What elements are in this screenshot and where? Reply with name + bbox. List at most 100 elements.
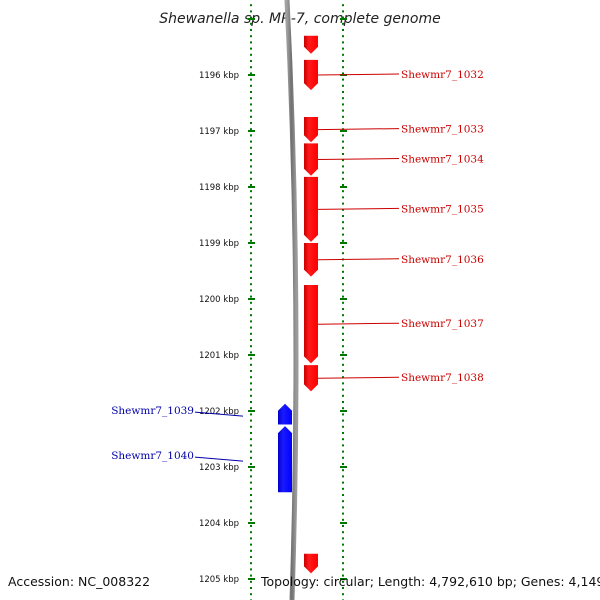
left-ruler-tick — [248, 74, 255, 76]
right-ruler-dot — [342, 363, 344, 366]
right-ruler-dot — [342, 202, 344, 205]
right-ruler-tick — [340, 186, 347, 188]
gene-label-shewmr7_1036[interactable]: Shewmr7_1036 — [401, 254, 484, 266]
left-ruler-dot — [250, 84, 252, 87]
gene-arrow-unlabeled-10[interactable] — [304, 553, 318, 574]
gene-label-shewmr7_1037[interactable]: Shewmr7_1037 — [401, 318, 484, 330]
right-ruler-dot — [342, 53, 344, 56]
left-ruler-tick — [248, 578, 255, 580]
left-ruler-dot — [250, 239, 252, 242]
right-ruler-dot — [342, 487, 344, 490]
right-ruler-dot — [342, 264, 344, 267]
left-ruler-tick — [248, 410, 255, 412]
left-ruler-dot — [250, 60, 252, 62]
left-ruler-dot — [250, 295, 252, 298]
left-ruler-dot — [250, 475, 252, 478]
tick-label: 1201 kbp — [199, 351, 239, 361]
gene-arrow-shewmr7_1040[interactable] — [278, 426, 292, 493]
left-ruler-dot — [250, 531, 252, 534]
left-ruler-dot — [250, 53, 252, 56]
right-ruler-dot — [342, 196, 344, 199]
left-ruler-tick — [248, 130, 255, 132]
right-ruler-dot — [342, 177, 344, 180]
coordinate-rulers — [248, 4, 347, 600]
left-ruler-tick — [248, 18, 255, 20]
right-ruler-dot — [342, 562, 344, 565]
right-ruler-dot — [342, 438, 344, 441]
left-ruler-dot — [250, 29, 252, 31]
gene-arrow-shewmr7_1034[interactable] — [304, 143, 318, 176]
right-ruler-dot — [342, 382, 344, 385]
right-ruler-dot — [342, 208, 344, 211]
left-ruler-dot — [250, 345, 252, 348]
right-ruler-dot — [342, 233, 344, 236]
right-ruler-dot — [342, 239, 344, 242]
gene-arrow-shewmr7_1033[interactable] — [304, 117, 318, 143]
gene-arrow-shewmr7_1035[interactable] — [304, 176, 318, 242]
gene-arrow-shewmr7_1039[interactable] — [278, 403, 292, 425]
gene-arrow-shewmr7_1037[interactable] — [304, 285, 318, 364]
left-ruler-dot — [250, 122, 252, 124]
gene-label-leader — [317, 73, 400, 76]
right-ruler-dot — [342, 60, 344, 62]
left-ruler-dot — [250, 401, 252, 403]
left-ruler-dot — [250, 308, 252, 310]
right-ruler-dot — [342, 314, 344, 317]
left-ruler-tick — [248, 522, 255, 524]
right-ruler-dot — [342, 190, 344, 193]
left-ruler-dot — [250, 153, 252, 155]
left-ruler-dot — [250, 208, 252, 211]
left-ruler-dot — [250, 469, 252, 472]
left-ruler-dot — [250, 580, 252, 583]
right-ruler-dot — [342, 407, 344, 410]
left-ruler-dot — [250, 277, 252, 279]
right-ruler-dot — [342, 320, 344, 323]
gene-arrow-shewmr7_1038[interactable] — [304, 365, 318, 392]
gene-label-shewmr7_1038[interactable]: Shewmr7_1038 — [401, 372, 484, 384]
gene-label-shewmr7_1033[interactable]: Shewmr7_1033 — [401, 124, 484, 136]
gene-label-shewmr7_1035[interactable]: Shewmr7_1035 — [401, 203, 484, 215]
gene-label-shewmr7_1034[interactable]: Shewmr7_1034 — [401, 154, 484, 166]
right-ruler-dot — [342, 122, 344, 124]
right-ruler-tick — [340, 18, 347, 20]
gene-arrow-shewmr7_1036[interactable] — [304, 243, 318, 277]
genome-summary: Topology: circular; Length: 4,792,610 bp… — [260, 574, 600, 589]
tick-label: 1199 kbp — [199, 239, 239, 249]
gene-label-shewmr7_1032[interactable]: Shewmr7_1032 — [401, 69, 484, 81]
right-ruler-tick — [340, 578, 347, 580]
right-ruler-tick — [340, 466, 347, 468]
left-ruler-dot — [250, 357, 252, 360]
right-ruler-dot — [342, 512, 344, 515]
left-ruler-dot — [250, 159, 252, 162]
left-ruler-dot — [250, 419, 252, 422]
gene-label-leader — [317, 376, 400, 379]
right-ruler-dot — [342, 357, 344, 360]
right-ruler-dot — [342, 531, 344, 534]
right-ruler-dot — [342, 41, 344, 44]
right-ruler-dot — [342, 518, 344, 521]
right-ruler-dot — [342, 109, 344, 112]
gene-arrow-unlabeled-0[interactable] — [304, 35, 318, 54]
left-ruler-dot — [250, 382, 252, 385]
gene-label-shewmr7_1039[interactable]: Shewmr7_1039 — [111, 405, 194, 417]
left-ruler-dot — [250, 351, 252, 354]
left-ruler-dot — [250, 574, 252, 577]
right-ruler-dot — [342, 16, 344, 19]
left-ruler-dot — [250, 332, 252, 335]
right-ruler-dot — [342, 469, 344, 472]
right-ruler-dot — [342, 72, 344, 75]
right-ruler-dot — [342, 289, 344, 292]
left-ruler-dot — [250, 407, 252, 410]
map-title: Shewanella sp. MR-7, complete genome — [159, 11, 440, 27]
right-ruler-dot — [342, 146, 344, 149]
tick-label: 1196 kbp — [199, 71, 239, 81]
right-ruler-dot — [342, 456, 344, 459]
left-ruler-dot — [250, 500, 252, 503]
left-ruler-dot — [250, 494, 252, 496]
gene-label-shewmr7_1040[interactable]: Shewmr7_1040 — [111, 450, 194, 462]
tick-label: 1198 kbp — [199, 183, 239, 193]
gene-arrow-shewmr7_1032[interactable] — [304, 59, 318, 91]
right-ruler-dot — [342, 475, 344, 478]
left-ruler-dot — [250, 4, 252, 7]
